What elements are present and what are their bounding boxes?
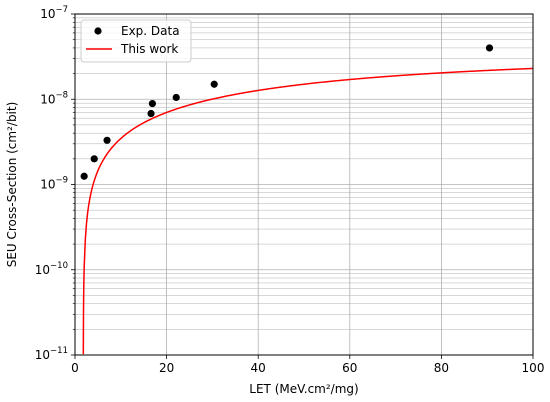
- y-tick-exponent: −9: [55, 176, 68, 186]
- x-tick-label: 40: [251, 361, 266, 375]
- y-tick-label: 10−9: [40, 176, 68, 192]
- y-tick-exponent: −7: [55, 5, 68, 15]
- x-axis-ticks: 0 20 40 60 80 100: [71, 355, 544, 375]
- x-tick-label: 80: [434, 361, 449, 375]
- exp-data-point: [148, 99, 157, 108]
- y-tick-label: 10−7: [40, 5, 68, 21]
- exp-data-point: [90, 155, 98, 163]
- y-axis-label: SEU Cross-Section (cm²/bit): [5, 102, 19, 268]
- x-tick-label: 20: [159, 361, 174, 375]
- exp-data-point: [80, 172, 88, 180]
- y-tick-base: 10: [35, 263, 50, 277]
- y-tick-label: 10−11: [35, 346, 68, 362]
- exp-data-point: [103, 136, 111, 144]
- y-tick-label: 10−8: [40, 90, 68, 106]
- legend: Exp. Data This work: [80, 19, 192, 63]
- legend-label-this-work: This work: [120, 42, 178, 56]
- y-tick-exponent: −10: [50, 261, 68, 271]
- fit-curve-layer: [82, 67, 534, 355]
- exp-data-point: [172, 93, 180, 102]
- y-tick-exponent: −11: [50, 346, 68, 356]
- y-tick-base: 10: [40, 178, 55, 192]
- legend-label-exp-data: Exp. Data: [121, 24, 180, 38]
- legend-marker-exp-data: [94, 27, 102, 35]
- y-tick-exponent: −8: [55, 90, 68, 100]
- data-points-layer: [80, 44, 494, 180]
- x-tick-label: 0: [71, 361, 79, 375]
- x-axis-label: LET (MeV.cm²/mg): [249, 382, 358, 396]
- y-tick-base: 10: [40, 7, 55, 21]
- exp-data-point: [485, 44, 494, 52]
- this-work-curve: [82, 67, 534, 355]
- x-tick-label: 60: [342, 361, 357, 375]
- legend-box: [80, 19, 192, 63]
- exp-data-point: [210, 80, 218, 88]
- grid: [74, 13, 534, 356]
- y-tick-label: 10−10: [35, 261, 68, 277]
- x-tick-label: 100: [522, 361, 545, 375]
- y-tick-base: 10: [35, 348, 50, 362]
- exp-data-point: [147, 109, 155, 118]
- y-tick-base: 10: [40, 92, 55, 106]
